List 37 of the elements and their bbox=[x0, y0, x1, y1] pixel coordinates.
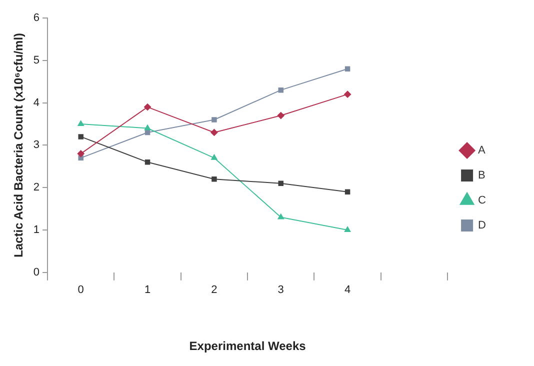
point bbox=[211, 154, 218, 160]
y-axis-title: Lactic Acid Bacteria Count (x10⁶cfu/ml) bbox=[12, 32, 26, 258]
legend-label: C bbox=[478, 194, 486, 207]
point bbox=[277, 112, 284, 120]
y-tick-label: 6 bbox=[33, 12, 40, 24]
point bbox=[77, 150, 84, 158]
point bbox=[278, 180, 284, 186]
x-tick-label: 4 bbox=[344, 284, 351, 296]
x-tick-label: 3 bbox=[278, 284, 284, 296]
point bbox=[78, 120, 84, 126]
point bbox=[144, 124, 151, 130]
point bbox=[344, 90, 352, 98]
y-tick-label: 5 bbox=[33, 54, 40, 66]
point bbox=[278, 87, 284, 93]
point bbox=[144, 160, 150, 165]
legend-label: A bbox=[478, 144, 486, 157]
point bbox=[212, 117, 217, 122]
y-tick-label: 2 bbox=[33, 182, 40, 194]
y-tick-label: 4 bbox=[33, 96, 40, 109]
point bbox=[210, 128, 218, 136]
x-axis-title: Experimental Weeks bbox=[189, 339, 306, 354]
point bbox=[144, 130, 150, 136]
point bbox=[278, 214, 284, 220]
y-tick-label: 1 bbox=[33, 224, 40, 236]
y-tick-label: 3 bbox=[33, 139, 40, 152]
point bbox=[344, 226, 351, 232]
x-tick-label: 2 bbox=[211, 284, 218, 296]
point bbox=[212, 176, 217, 182]
point bbox=[344, 66, 350, 72]
x-tick-label: 1 bbox=[144, 284, 151, 296]
point bbox=[78, 134, 84, 140]
point bbox=[144, 104, 152, 111]
y-tick-label: 0 bbox=[33, 266, 40, 278]
legend-label: B bbox=[478, 170, 486, 182]
x-tick-label: 0 bbox=[78, 284, 84, 296]
point bbox=[344, 189, 350, 194]
legend-label: D bbox=[478, 220, 486, 232]
